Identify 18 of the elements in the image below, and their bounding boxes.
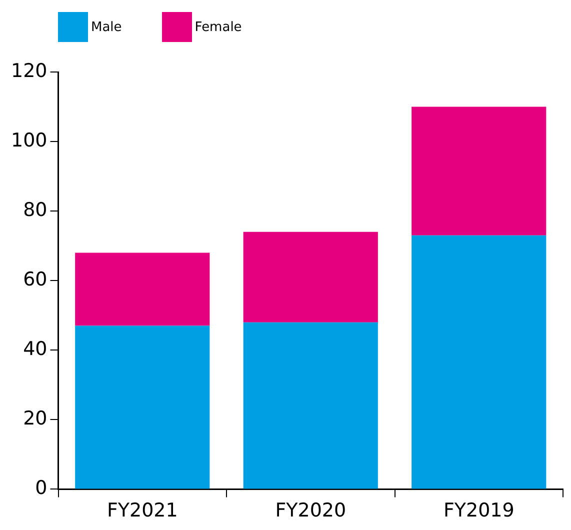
y-tick-label: 40 [23,338,48,360]
y-tick-label: 20 [23,408,48,430]
x-tick-label: FY2020 [275,500,346,522]
y-tick-label: 80 [23,199,48,222]
legend-label: Female [194,20,242,34]
y-tick-label: 120 [11,60,48,82]
bar [75,326,210,489]
legend-label: Male [91,20,122,34]
x-tick-label: FY2019 [443,500,514,522]
y-tick-label: 100 [11,129,48,152]
bar [412,106,546,236]
bar [75,252,210,326]
y-tick-label: 60 [23,268,48,291]
bar [243,322,378,489]
x-tick-label: FY2021 [106,500,178,522]
bar [243,232,378,322]
bar [412,235,546,489]
y-tick-label: 0 [35,477,48,500]
